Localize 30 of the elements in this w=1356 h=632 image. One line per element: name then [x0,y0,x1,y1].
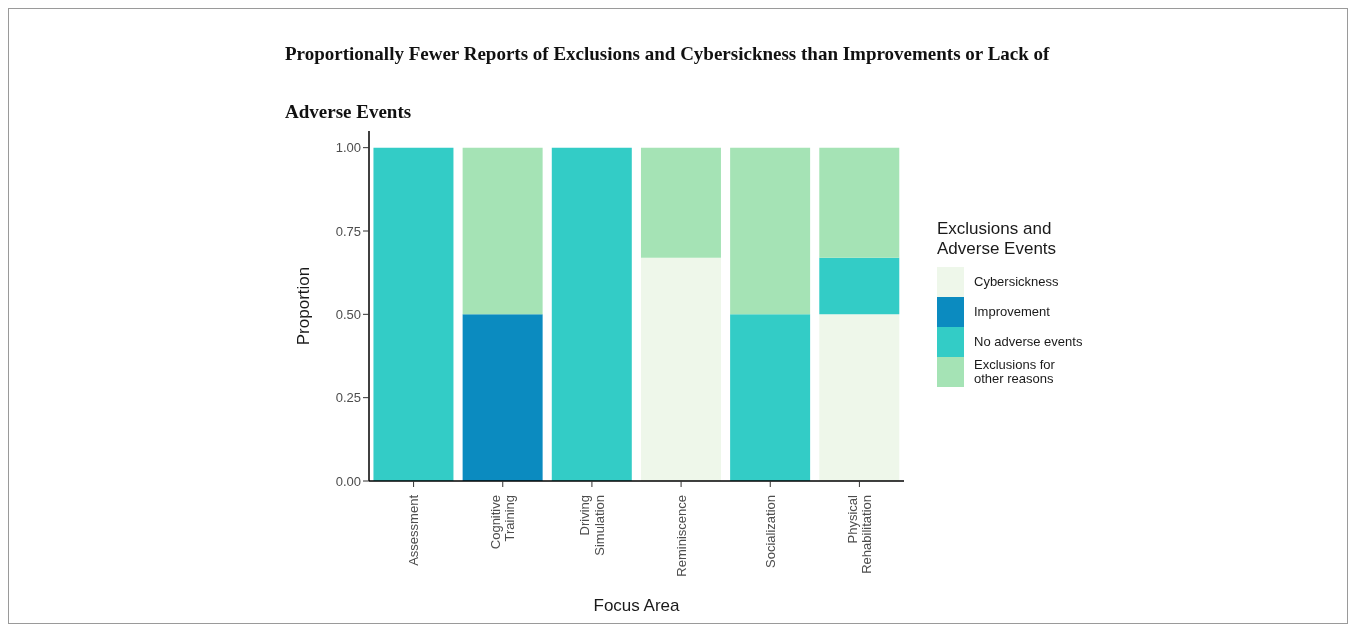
y-tick-label: 0.25 [335,390,361,406]
x-tick-label: Assessment [406,494,422,566]
chart-title: Proportionally Fewer Reports of Exclusions and Cybersickness than Improvements or Lack of Adverse Events [285,43,1050,122]
x-tick-label: Reminiscence [673,495,689,577]
bar [640,147,721,258]
y-axis-title: Proportion [294,266,314,346]
y-tick-label: 0.00 [335,473,361,489]
y-tick-label: 0.75 [335,223,361,239]
x-tick-label: Socialization [762,495,778,568]
bar [462,147,543,315]
bar [819,314,900,481]
legend-label: Improvement [974,304,1051,319]
legend-label: No adverse events [974,334,1084,349]
bar [551,147,632,481]
bar [462,314,543,481]
y-tick-label: 0.50 [335,306,361,322]
y-tick-label: 1.00 [335,140,361,156]
bar [730,147,811,315]
bar [730,314,811,481]
legend-label: Exclusions for other reasons [974,357,1056,386]
legend-title: Exclusions and Adverse Events [937,219,1058,259]
bar [640,257,721,481]
bar [373,147,454,481]
bar [819,257,900,315]
bar [819,147,900,258]
x-axis-title: Focus Area [593,596,681,615]
legend-label: Cybersickness [974,274,1060,289]
x-tick-label: Physical Rehabilitation [844,494,875,574]
x-tick-label: Driving Simulation [577,495,607,556]
x-tick-label: Cognitive Training [488,495,518,550]
